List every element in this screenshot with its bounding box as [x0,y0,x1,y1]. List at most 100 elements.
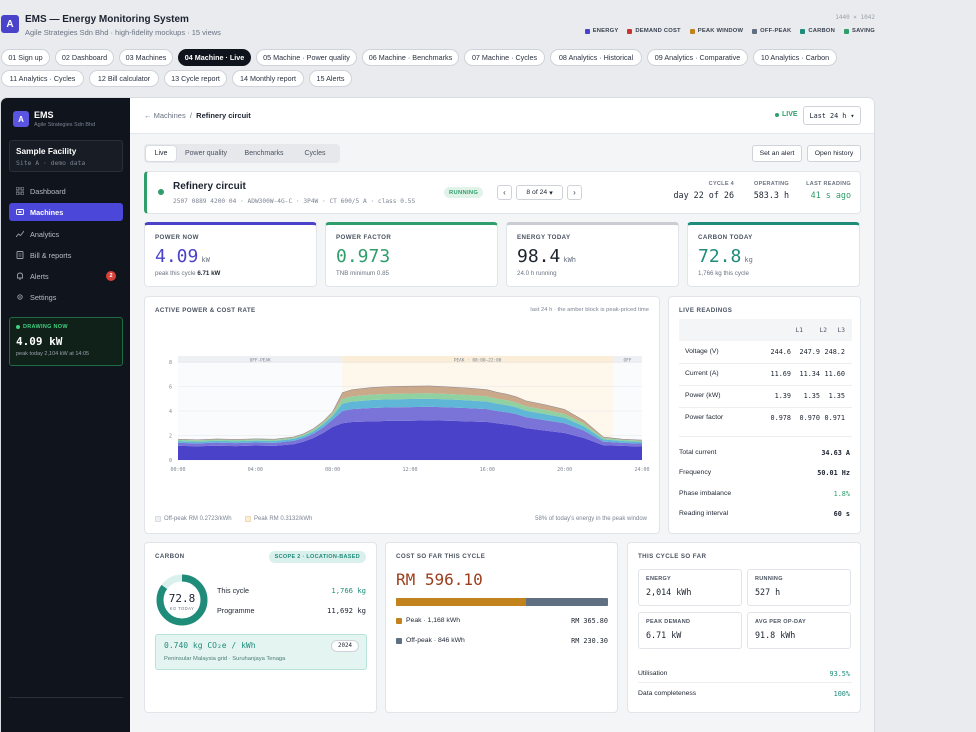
facility-name: Sample Facility [16,146,77,156]
legend-label: PEAK WINDOW [697,28,744,34]
bell-icon [15,272,24,281]
view-tab-alerts[interactable]: 15 Alerts [309,70,352,87]
chart-footer-note: 58% of today's energy in the peak window [535,516,647,522]
legend-label: Off-peak RM 0.2723/kWh [164,516,232,522]
legend-swatch [396,637,402,644]
view-tab-carbon[interactable]: 10 Analytics · Carbon [753,49,837,66]
sidebar-divider [9,697,123,698]
prev-machine-button[interactable]: ‹ [497,185,512,200]
carbon-cycle-label: This cycle [217,586,249,595]
cycle-stat-label: RUNNING [755,576,783,582]
kpi-label: CARBON TODAY [698,234,753,241]
phase-header-l2: L2 [819,327,827,334]
drawing-now-label: DRAWING NOW [16,324,68,330]
view-tab-analytics-cycles[interactable]: 11 Analytics · Cycles [1,70,84,87]
legend-swatch [689,28,695,34]
cost-title: COST SO FAR THIS CYCLE [396,553,486,560]
kpi-power-now: POWER NOW 4.09 kW peak this cycle 6.71 kW [144,222,317,287]
legend-peak-window: PEAK WINDOW [689,28,744,34]
active-power-chart: OFF-PEAK PEAK · 08:00–22:00 OFF 0 2 4 6 8 00:00 0… [169,356,650,473]
sidebar-item-machines[interactable]: Machines [9,203,123,221]
legend-swatch [752,28,758,34]
sidebar-item-analytics[interactable]: Analytics [9,225,123,243]
open-history-button[interactable]: Open history [807,145,861,162]
tab-power-quality[interactable]: Power quality [184,150,228,157]
legend-demand-cost: DEMAND COST [627,28,681,34]
stat-value: day 22 of 26 [673,190,734,200]
view-tab-comparative[interactable]: 09 Analytics · Comparative [647,49,748,66]
kpi-power-factor: POWER FACTOR 0.973 TNB minimum 0.85 [325,222,498,287]
reading-row-label: Power factor [685,414,724,421]
x-tick-label: 20:00 [557,467,572,473]
active-power-chart-card: OFF-PEAK PEAK · 08:00–22:00 OFF 0 2 4 6 8 00:00 0… [144,296,660,534]
row-divider [638,682,852,683]
cost-row-value: RM 365.80 [571,617,608,625]
cost-row-text: Off-peak · 846 kWh [406,637,465,644]
legend-carbon: CARBON [800,28,835,34]
sidebar-item-dashboard[interactable]: Dashboard [9,182,123,200]
tab-cycles[interactable]: Cycles [304,150,326,157]
sidebar-item-bill-reports[interactable]: Bill & reports [9,246,123,264]
view-tab-bill-calculator[interactable]: 12 Bill calculator [89,70,159,87]
y-tick-label: 6 [169,385,172,391]
total-value: 34.63 A [821,449,850,457]
breadcrumb-link-machines[interactable]: ← Machines [144,111,186,120]
machine-stat-last-reading: LAST READING 41 s ago [806,181,851,200]
y-tick-label: 4 [169,409,172,415]
chart-legend-peak: Peak RM 0.3132/kWh [245,516,312,522]
facility-site: Site A · demo data [16,159,86,167]
cost-row-peak: Peak · 1,168 kWh RM 365.80 [396,614,608,634]
time-range-value: Last 24 h [809,111,847,120]
view-tab-machine-cycles[interactable]: 07 Machine · Cycles [464,49,545,66]
view-tab-cycle-report[interactable]: 13 Cycle report [164,70,227,87]
drawing-now-sub: peak today 2,104 kW at 14:05 [16,351,90,357]
stat-label: CYCLE 4 [708,181,734,187]
cycle-stat-peak-demand: PEAK DEMAND 6.71 kW [638,612,742,649]
legend-label: ENERGY [592,28,619,34]
total-label: Frequency [679,469,712,476]
kpi-unit: kWh [563,256,577,264]
view-tab-historical[interactable]: 08 Analytics · Historical [550,49,642,66]
live-dot-icon [775,112,779,117]
legend-label: SAVING [852,28,875,34]
tab-live[interactable]: Live [146,146,176,161]
view-tab-machine-live[interactable]: 04 Machine · Live [178,49,251,66]
cycle-summary-card: THIS CYCLE SO FAR ENERGY 2,014 kWh RUNNI… [627,542,861,713]
cycle-row-value: 100% [833,690,850,698]
view-tab-signup[interactable]: 01 Sign up [1,49,50,66]
chart-note: last 24 h · the amber block is peak-pric… [530,307,649,313]
cycle-stat-value: 2,014 kWh [646,587,692,597]
chevron-left-icon: ‹ [503,188,506,197]
view-tab-machines[interactable]: 03 Machines [119,49,173,66]
next-machine-button[interactable]: › [567,185,582,200]
time-range-select[interactable]: Last 24 h ▾ [803,106,861,125]
view-tab-monthly-report[interactable]: 14 Monthly report [232,70,304,87]
alerts-count-badge: 2 [106,271,116,281]
chart-legend-offpeak: Off-peak RM 0.2723/kWh [155,516,232,522]
view-tab-dashboard[interactable]: 02 Dashboard [55,49,114,66]
kpi-unit: kW [201,256,210,264]
reading-cell: 248.2 [824,348,845,356]
sidebar-item-settings[interactable]: Settings [9,288,123,306]
sidebar-item-label: Dashboard [30,186,66,196]
breadcrumb-current: Refinery circuit [196,111,251,120]
machine-pager-select[interactable]: 8 of 24 ▾ [516,185,563,200]
main-content: ← Machines / Refinery circuit LIVE Last … [130,98,874,732]
sidebar-item-alerts[interactable]: Alerts 2 [9,267,123,285]
view-tab-benchmarks[interactable]: 06 Machine · Benchmarks [362,49,459,66]
set-alert-button[interactable]: Set an alert [752,145,802,162]
cost-total: RM 596.10 [396,570,483,589]
presentation-subtitle: Agile Strategies Sdn Bhd · high-fidelity… [25,28,221,37]
chevron-right-icon: › [573,188,576,197]
tariff-band-label: OFF [624,357,632,363]
carbon-title: CARBON [155,553,185,560]
legend-swatch [155,516,161,522]
tariff-band [613,356,642,363]
view-tab-power-quality[interactable]: 05 Machine · Power quality [256,49,357,66]
tab-benchmarks[interactable]: Benchmarks [244,150,284,157]
facility-selector[interactable]: Sample Facility Site A · demo data [9,140,123,172]
kpi-sub: 24.0 h running [517,270,557,277]
reading-cell: 0.971 [824,414,845,422]
cycle-stat-energy: ENERGY 2,014 kWh [638,569,742,606]
cycle-stat-value: 6.71 kW [646,630,682,640]
